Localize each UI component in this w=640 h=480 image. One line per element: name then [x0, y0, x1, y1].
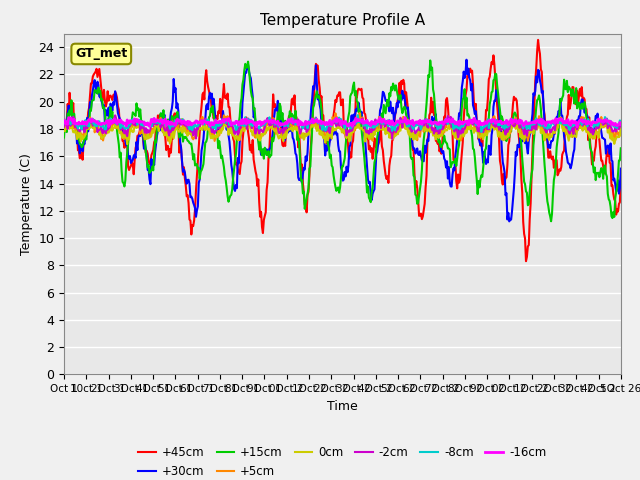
Title: Temperature Profile A: Temperature Profile A: [260, 13, 425, 28]
Legend: +45cm, +30cm, +15cm, +5cm, 0cm, -2cm, -8cm, -16cm: +45cm, +30cm, +15cm, +5cm, 0cm, -2cm, -8…: [134, 442, 551, 480]
Y-axis label: Temperature (C): Temperature (C): [20, 153, 33, 255]
X-axis label: Time: Time: [327, 400, 358, 413]
Text: GT_met: GT_met: [75, 48, 127, 60]
